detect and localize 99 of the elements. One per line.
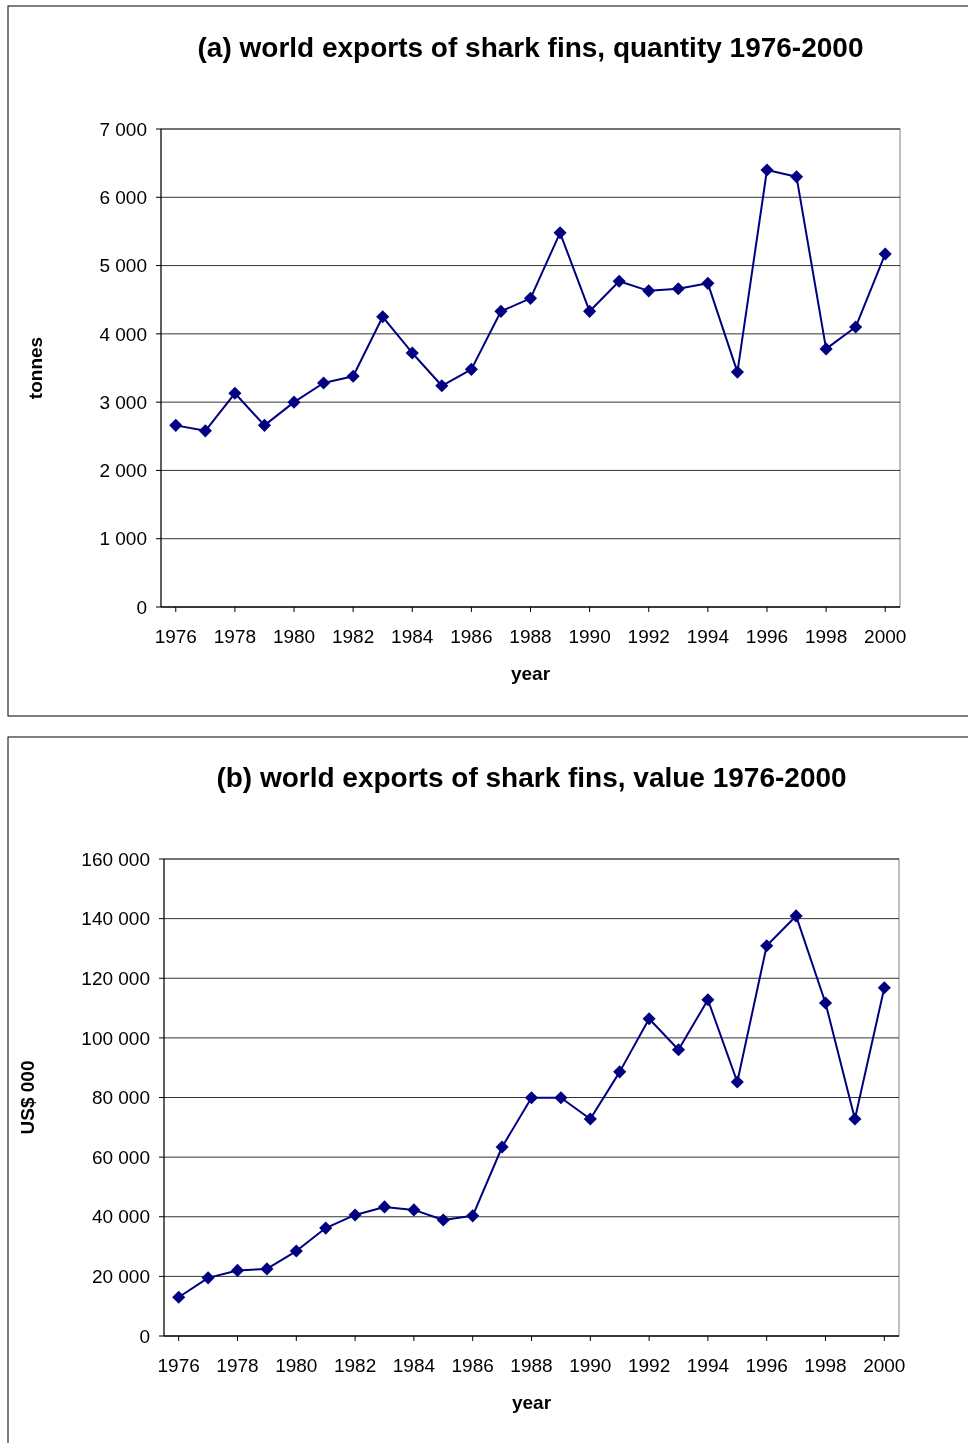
y-tick-label: 3 000 [99,391,147,413]
x-tick-label: 1990 [568,626,611,647]
point [583,304,597,318]
x-tick-label: 1992 [627,1355,671,1376]
chart-title: (b) world exports of shark fins, value 1976-2000 [216,762,847,793]
point [376,310,390,324]
x-tick-label: 1986 [450,626,493,647]
x-tick-label: 1982 [333,1355,377,1376]
point [405,346,419,360]
y-tick-label: 1 000 [99,528,147,550]
point [701,993,715,1007]
point [346,369,360,383]
y-tick-label: 6 000 [99,186,147,208]
point [613,1065,627,1079]
x-axis-title: year [511,1392,552,1413]
point [642,284,656,298]
point [849,320,863,334]
point [730,1075,744,1089]
point [583,1112,597,1126]
x-tick-label: 1978 [216,1355,259,1376]
point [319,1221,333,1235]
point [466,1209,480,1223]
y-tick-label: 60 000 [91,1146,150,1168]
point [701,276,715,290]
y-tick-label: 7 000 [99,118,147,140]
y-tick-label: 2 000 [99,460,147,482]
x-tick-label: 1976 [157,1355,200,1376]
x-tick-label: 1984 [391,626,434,647]
point [198,424,212,438]
y-tick-label: 120 000 [81,967,150,989]
y-tick-label: 80 000 [91,1087,150,1109]
point [230,1263,245,1277]
point [671,282,685,296]
point [523,291,538,305]
point [260,1262,274,1276]
point [848,1112,862,1126]
point [172,1290,186,1304]
x-tick-label: 1986 [451,1355,494,1376]
point [169,418,183,432]
y-tick-label: 140 000 [81,908,150,930]
point [201,1271,215,1285]
x-tick-label: 1994 [686,626,730,647]
point [287,395,301,409]
point [435,379,449,393]
x-tick-label: 1998 [804,1355,847,1376]
point [819,342,833,356]
x-tick-label: 2000 [863,1355,906,1376]
x-tick-label: 1996 [745,1355,788,1376]
x-tick-label: 1976 [154,626,197,647]
x-tick-label: 1982 [332,626,375,647]
y-tick-label: 40 000 [91,1206,150,1228]
point [553,226,567,240]
x-tick-label: 1980 [275,1355,318,1376]
point [877,981,891,995]
x-tick-label: 2000 [864,626,907,647]
x-tick-label: 1988 [510,1355,553,1376]
point [789,170,804,184]
y-tick-label: 100 000 [81,1027,150,1049]
x-tick-label: 1990 [569,1355,612,1376]
point [642,1012,656,1026]
point [730,365,744,379]
x-tick-label: 1978 [213,626,257,647]
point [524,1091,539,1105]
point [789,909,803,923]
x-tick-label: 1996 [745,626,789,647]
point [228,386,242,400]
point [612,274,626,288]
y-tick-label: 160 000 [81,848,150,870]
point [760,163,774,177]
x-tick-label: 1988 [509,626,552,647]
point [436,1213,450,1227]
point [818,996,833,1010]
x-tick-label: 1984 [392,1355,436,1376]
chart-title: (a) world exports of shark fins, quantity 1976-2000 [197,32,864,63]
y-tick-label: 20 000 [91,1266,150,1288]
x-tick-label: 1994 [686,1355,730,1376]
point [257,418,272,432]
y-tick-label: 4 000 [99,323,147,345]
point [671,1043,686,1057]
point [317,376,331,390]
y-axis-title: tonnes [24,336,46,400]
x-tick-label: 1998 [804,626,848,647]
x-tick-label: 1980 [272,626,316,647]
y-tick-label: 5 000 [99,255,147,277]
point [464,362,478,376]
point [348,1208,362,1222]
point [407,1203,421,1217]
y-tick-label: 0 [139,1325,150,1347]
point [377,1200,392,1214]
point [495,1140,509,1154]
point [878,247,892,261]
point [760,939,774,953]
y-axis-title: US$ 000 [16,1060,38,1135]
point [494,304,508,318]
point [554,1091,568,1105]
y-tick-label: 0 [136,596,147,618]
x-axis-title: year [510,663,551,684]
point [289,1244,303,1258]
x-tick-label: 1992 [627,626,670,647]
